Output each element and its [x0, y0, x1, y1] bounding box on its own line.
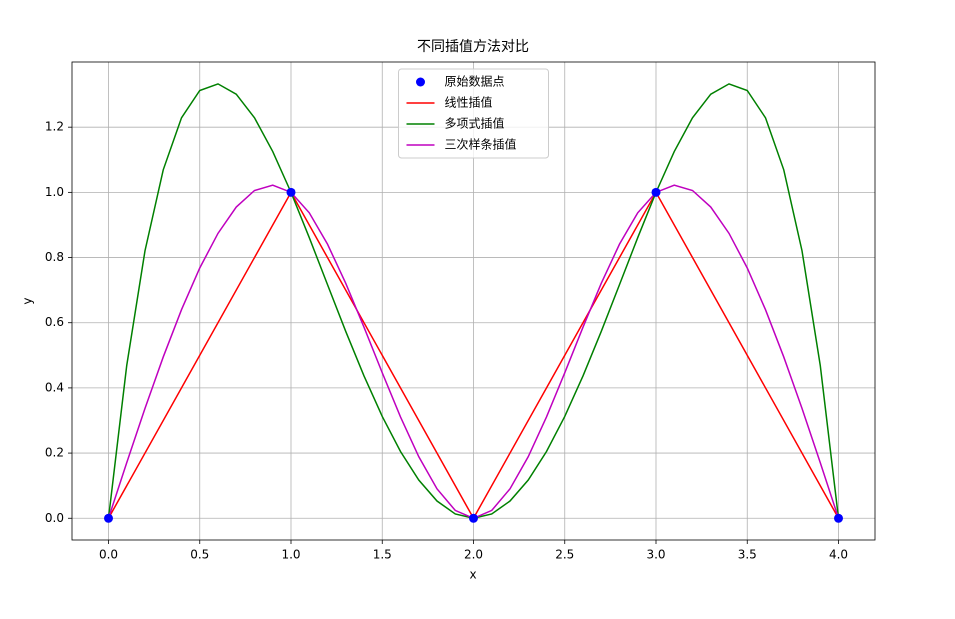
- legend-marker: [416, 77, 425, 87]
- legend-box: [398, 68, 549, 159]
- y-tick-label: 1.2: [45, 120, 64, 134]
- legend-label: 线性插值: [445, 95, 493, 110]
- data-point: [834, 513, 843, 523]
- y-tick-label: 0.4: [45, 380, 64, 394]
- y-tick-label: 0.6: [45, 315, 64, 329]
- x-tick-label: 3.0: [646, 548, 665, 562]
- y-axis-label: y: [21, 297, 35, 304]
- x-tick-label: 2.0: [464, 548, 483, 562]
- x-tick-label: 1.5: [373, 548, 392, 562]
- legend-label: 三次样条插值: [445, 137, 517, 152]
- x-axis-label: x: [469, 568, 476, 582]
- x-tick-label: 2.5: [555, 548, 574, 562]
- data-point: [286, 187, 296, 197]
- plot-frame: [71, 61, 876, 541]
- x-tick-label: 0.5: [190, 548, 209, 562]
- data-point: [651, 187, 661, 197]
- x-tick-label: 4.0: [829, 548, 848, 562]
- legend-label: 原始数据点: [445, 74, 505, 89]
- x-tick-label: 3.5: [738, 548, 757, 562]
- y-tick-label: 0.8: [45, 250, 64, 264]
- y-tick-label: 1.0: [45, 185, 64, 199]
- y-tick-label: 0.0: [45, 511, 64, 525]
- data-point: [469, 513, 478, 523]
- y-tick-label: 0.2: [45, 446, 64, 460]
- x-tick-label: 0.0: [99, 548, 118, 562]
- x-tick-label: 1.0: [281, 548, 300, 562]
- legend-label: 多项式插值: [445, 116, 505, 131]
- chart-title: 不同插值方法对比: [417, 39, 529, 55]
- data-point: [104, 513, 113, 523]
